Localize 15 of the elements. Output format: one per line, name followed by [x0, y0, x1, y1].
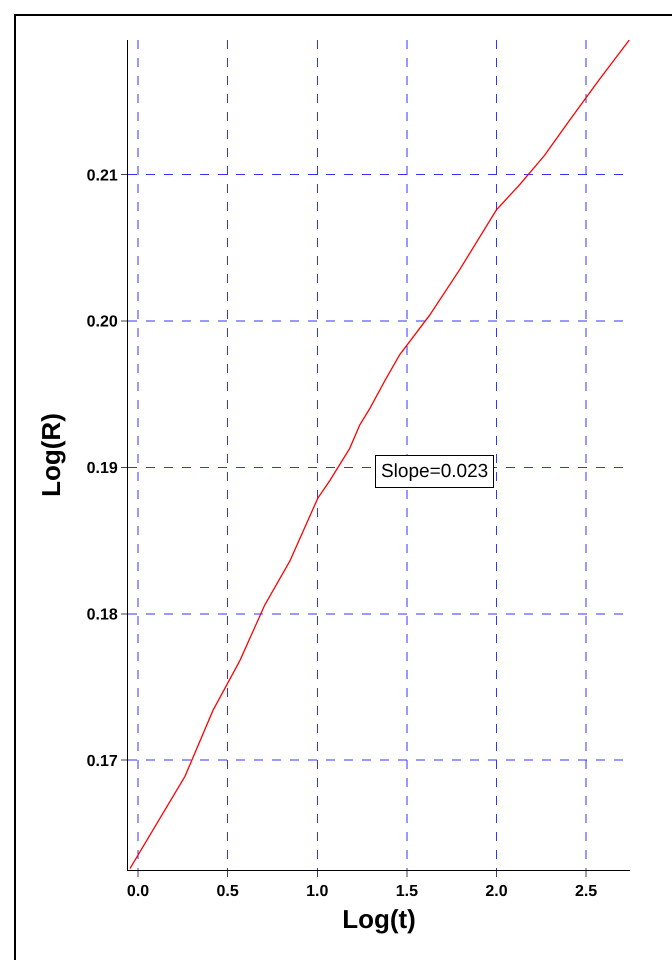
x-tick-label: 2.5 — [574, 883, 598, 900]
y-tick-label: 0.17 — [86, 752, 118, 770]
y-tick-label: 0.19 — [86, 460, 118, 478]
x-axis-title: Log(t) — [342, 904, 416, 934]
line-series — [129, 40, 630, 870]
y-axis-title: Log(R) — [36, 413, 66, 497]
annotation: Slope=0.023 — [381, 461, 488, 482]
x-tick-label: 0.5 — [216, 883, 239, 900]
y-tick-label: 0.20 — [86, 314, 118, 331]
x-tick-label: 1.0 — [306, 883, 328, 900]
y-tick-label: 0.21 — [86, 167, 118, 184]
x-tick-label: 0.0 — [126, 883, 150, 900]
x-tick-label: 2.0 — [485, 883, 508, 900]
x-tick-label: 1.5 — [396, 883, 418, 900]
y-tick-label: 0.18 — [86, 606, 118, 624]
